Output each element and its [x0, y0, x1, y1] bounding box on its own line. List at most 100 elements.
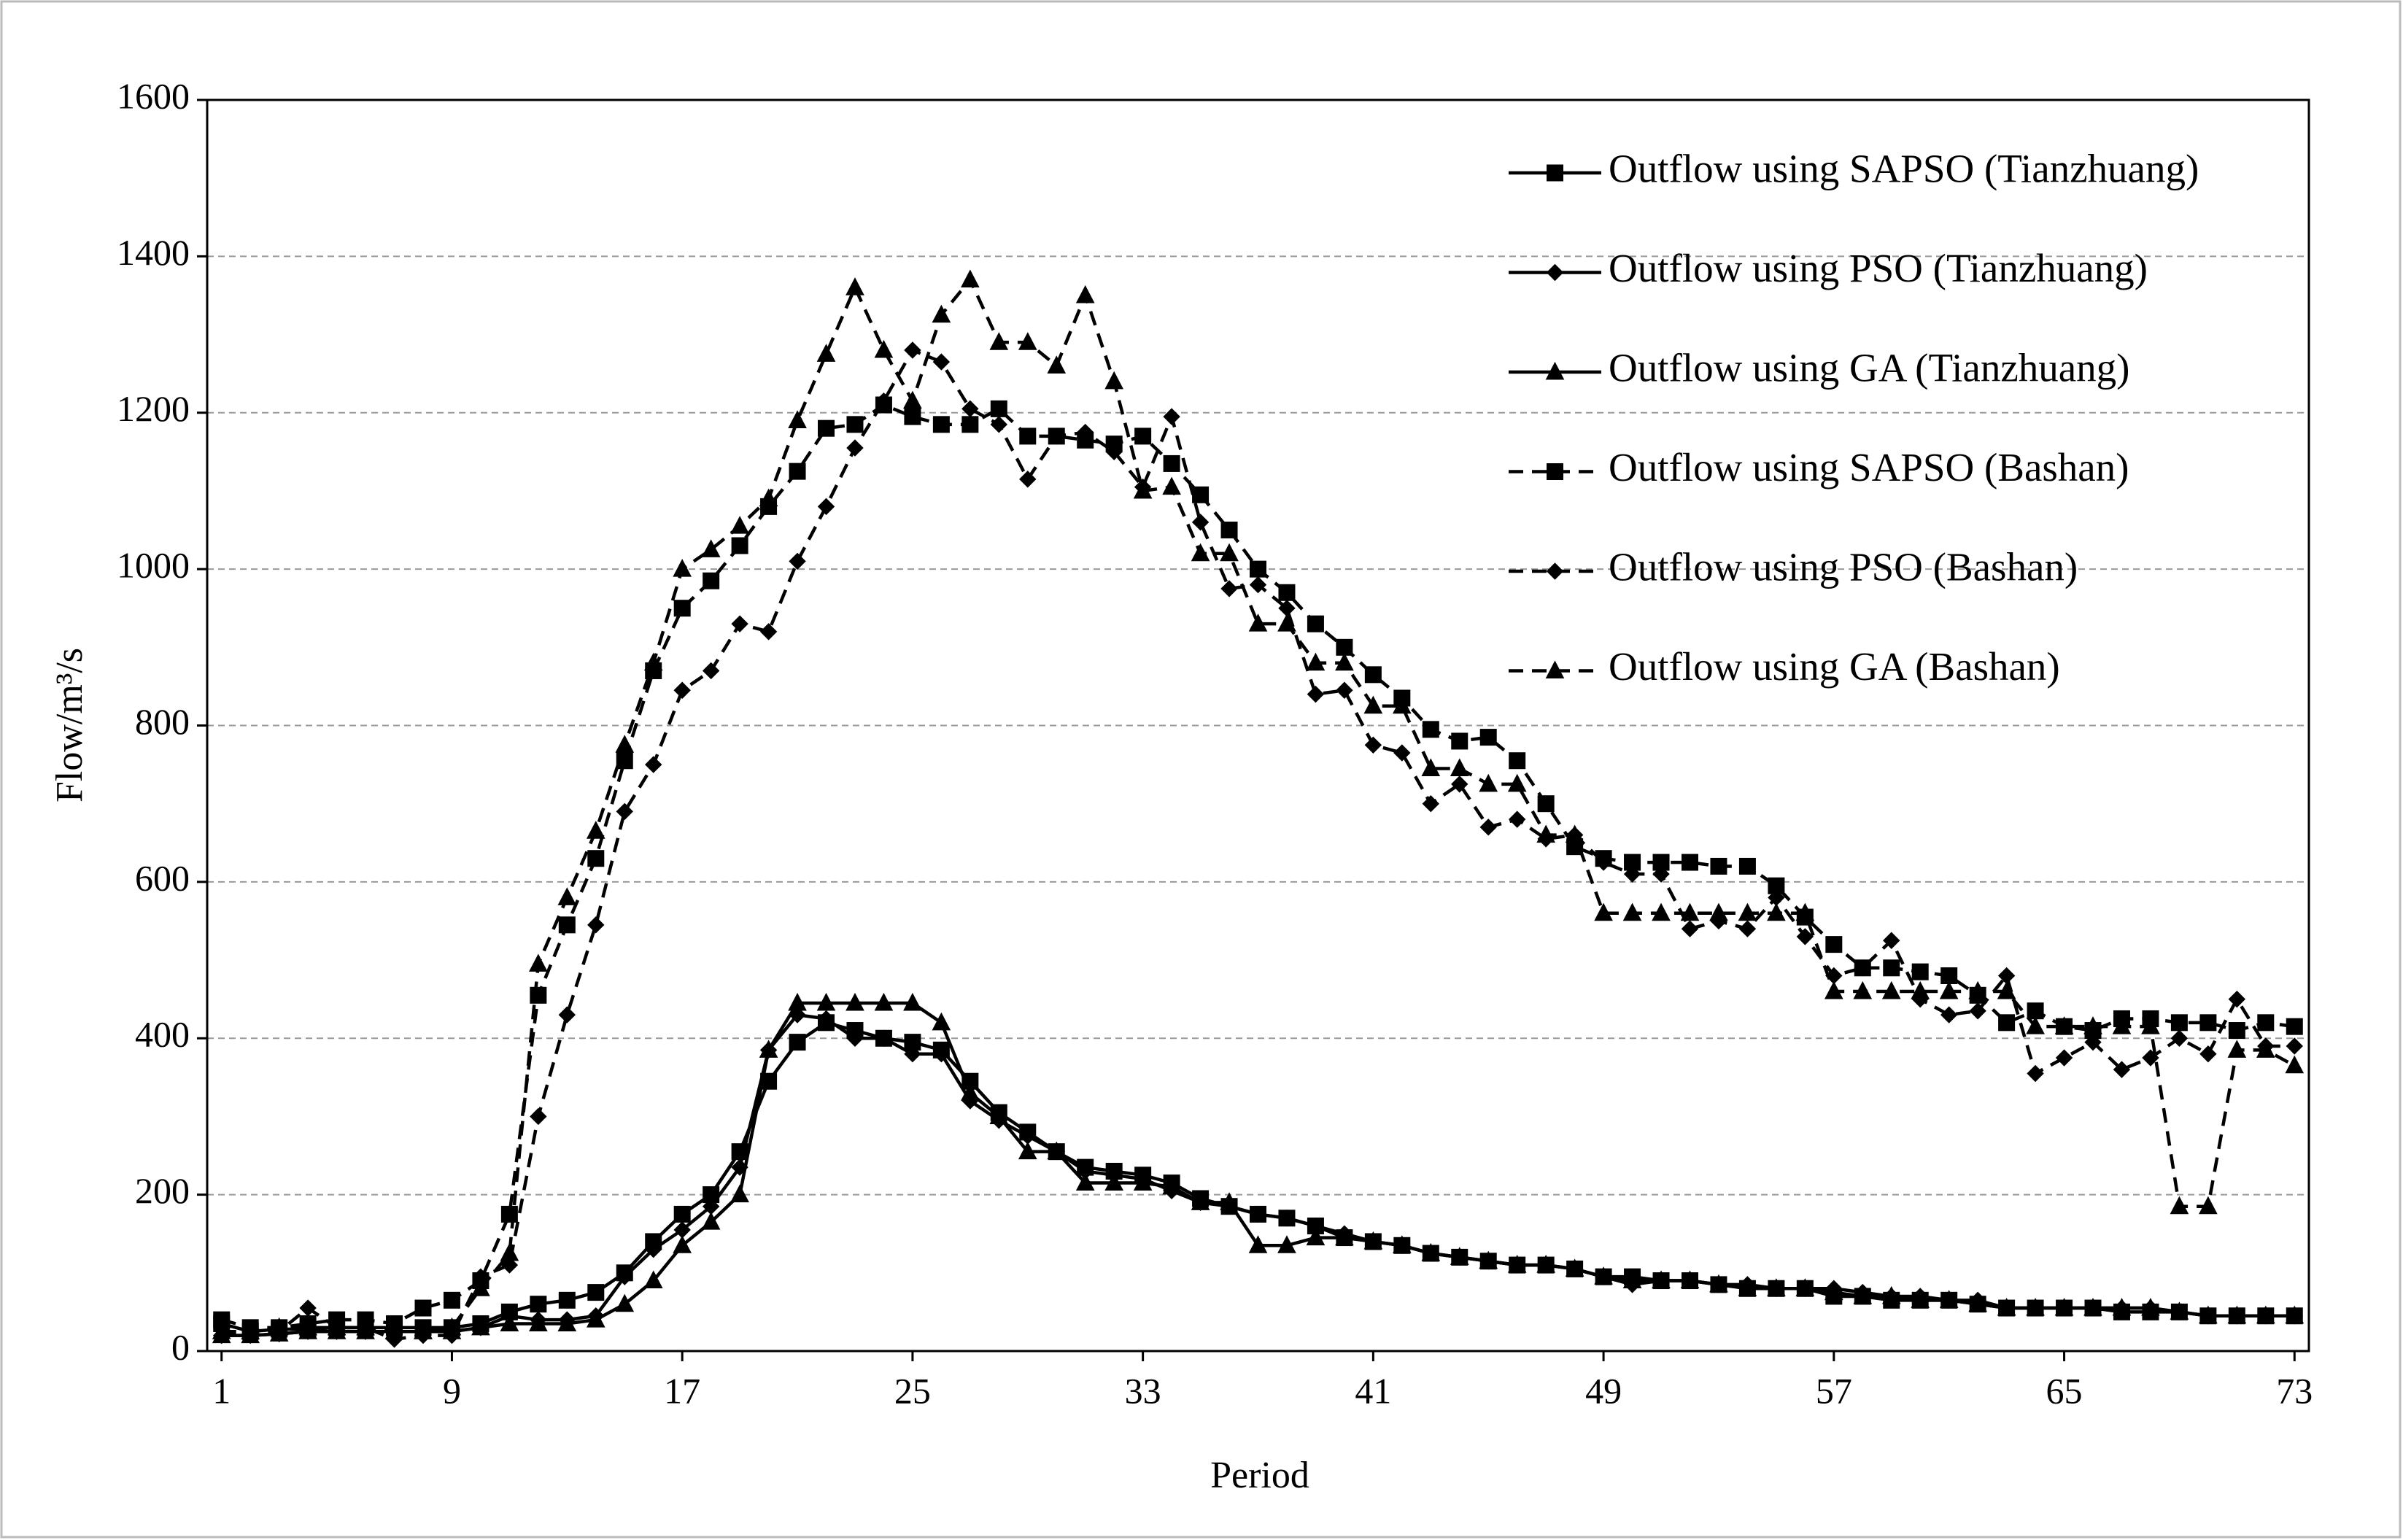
marker-triangle [212, 1321, 231, 1339]
marker-triangle [2227, 1040, 2247, 1058]
marker-triangle [500, 1242, 519, 1261]
marker-diamond [1191, 514, 1210, 531]
marker-triangle [643, 652, 663, 671]
marker-triangle [384, 1321, 404, 1339]
marker-square [558, 916, 576, 934]
marker-triangle [1162, 476, 1181, 495]
marker-square [731, 537, 748, 554]
marker-square [1738, 857, 1756, 875]
marker-triangle [673, 559, 692, 577]
marker-triangle [1795, 902, 1815, 921]
marker-triangle [1421, 758, 1441, 776]
x-tick-label: 41 [1355, 1370, 1391, 1411]
marker-triangle [1536, 1255, 1555, 1273]
marker-diamond [817, 498, 835, 516]
marker-triangle [701, 539, 721, 557]
marker-diamond [2084, 1033, 2102, 1051]
marker-triangle [730, 1184, 749, 1203]
marker-square [1883, 959, 1900, 977]
marker-triangle [327, 1317, 347, 1336]
marker-triangle [1565, 824, 1584, 843]
marker-diamond [2199, 1045, 2217, 1063]
marker-triangle [1545, 660, 1565, 678]
marker-triangle [2141, 1297, 2160, 1316]
marker-triangle [1939, 980, 1959, 999]
marker-triangle [1306, 652, 1326, 671]
marker-triangle [1393, 695, 1412, 714]
marker-triangle [1853, 1285, 1873, 1304]
marker-diamond [904, 341, 921, 359]
marker-triangle [1709, 902, 1728, 921]
marker-diamond [1336, 681, 1353, 699]
marker-triangle [2112, 1297, 2132, 1316]
marker-square [1019, 427, 1037, 445]
marker-triangle [1767, 902, 1786, 921]
marker-square [1681, 854, 1698, 871]
x-tick-label: 73 [2276, 1370, 2313, 1411]
marker-triangle [1277, 614, 1296, 632]
marker-square [789, 463, 806, 480]
marker-diamond [1479, 819, 1497, 836]
marker-triangle [557, 887, 577, 905]
x-tick-label: 57 [1816, 1370, 1852, 1411]
y-tick-label: 1600 [117, 75, 190, 116]
marker-triangle [759, 488, 778, 507]
marker-square [1278, 584, 1296, 601]
marker-triangle [2285, 1055, 2305, 1074]
marker-triangle [1479, 1250, 1498, 1269]
marker-triangle [1968, 980, 1987, 999]
marker-square [1825, 936, 1843, 953]
marker-diamond [904, 1045, 921, 1063]
marker-triangle [1248, 1235, 1268, 1253]
marker-triangle [2083, 1297, 2102, 1316]
marker-square [500, 1205, 518, 1223]
marker-diamond [1652, 865, 1670, 883]
marker-triangle [1047, 1141, 1067, 1160]
marker-triangle [557, 1313, 577, 1331]
marker-triangle [1479, 773, 1498, 792]
marker-square [1192, 486, 1210, 503]
marker-triangle [932, 1012, 951, 1031]
marker-diamond [759, 623, 778, 641]
marker-triangle [1853, 980, 1873, 999]
x-tick-label: 25 [894, 1370, 931, 1411]
marker-square [1451, 732, 1468, 750]
marker-square [961, 416, 979, 433]
marker-diamond [1508, 810, 1526, 828]
marker-square [1364, 666, 1382, 684]
marker-diamond [1546, 263, 1564, 282]
marker-triangle [874, 339, 894, 358]
marker-triangle [1997, 980, 2016, 999]
marker-square [1509, 752, 1526, 770]
marker-square [558, 1291, 576, 1309]
marker-triangle [1767, 1278, 1786, 1296]
marker-diamond [817, 1010, 835, 1028]
marker-triangle [442, 1317, 462, 1336]
marker-diamond [961, 400, 979, 418]
marker-square [1307, 615, 1324, 632]
marker-triangle [1622, 1270, 1642, 1289]
marker-triangle [1939, 1290, 1959, 1308]
marker-diamond [932, 1045, 951, 1063]
marker-triangle [356, 1317, 375, 1336]
marker-triangle [2083, 1016, 2102, 1034]
marker-triangle [2026, 1297, 2045, 1316]
marker-triangle [1075, 1172, 1095, 1191]
marker-triangle [298, 1317, 317, 1336]
marker-triangle [846, 992, 864, 1011]
marker-diamond [1796, 928, 1814, 945]
marker-triangle [2112, 1016, 2132, 1034]
y-tick-label: 600 [135, 857, 190, 898]
marker-square [1911, 963, 1929, 980]
marker-diamond [2286, 1037, 2303, 1055]
marker-triangle [1393, 1235, 1412, 1253]
marker-triangle [1545, 361, 1565, 380]
marker-triangle [1911, 980, 1930, 999]
legend-label: Outflow using GA (Tianzhuang) [1609, 346, 2129, 390]
marker-diamond [1623, 865, 1641, 883]
y-tick-label: 200 [135, 1170, 190, 1211]
marker-diamond [1220, 580, 1238, 597]
marker-diamond [673, 681, 691, 699]
marker-square [2257, 1014, 2275, 1032]
marker-triangle [701, 1212, 721, 1230]
